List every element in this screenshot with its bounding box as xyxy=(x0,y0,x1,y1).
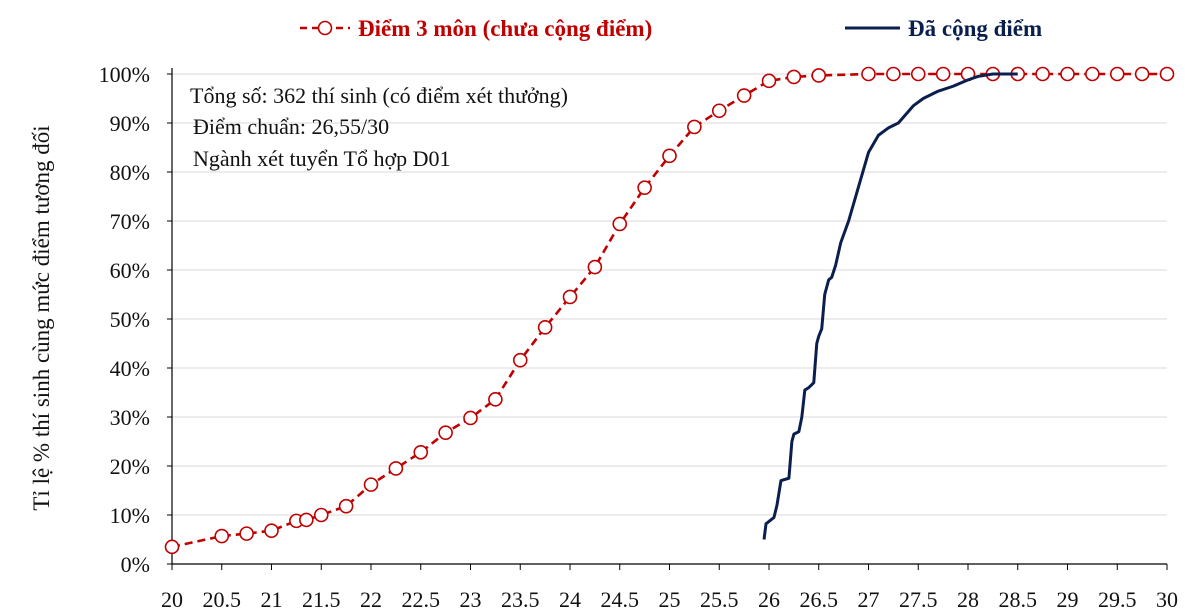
series-1-point-24 xyxy=(761,73,777,89)
annotation-cutoff: Điểm chuẩn: 26,55/30 xyxy=(193,114,389,139)
series-1-point-27 xyxy=(861,66,876,82)
x-tick-label-15: 27.5 xyxy=(899,587,938,612)
x-tick-label-9: 24.5 xyxy=(601,587,640,612)
series-1-point-18 xyxy=(612,216,628,232)
y-tick-label-7: 70% xyxy=(110,209,150,234)
legend-swatch-series-1-marker xyxy=(317,20,333,36)
legend-entry-series-2: Đã cộng điểm xyxy=(845,16,1042,41)
series-1-point-25 xyxy=(786,69,802,85)
series-1-point-14 xyxy=(512,352,528,368)
series-1-point-35 xyxy=(1060,66,1075,82)
legend: Điểm 3 môn (chưa cộng điểm) Đã cộng điểm xyxy=(300,16,1042,41)
legend-label-series-1: Điểm 3 môn (chưa cộng điểm) xyxy=(358,16,652,41)
x-tick-label-0: 20 xyxy=(161,587,183,612)
series-1-point-22 xyxy=(711,103,727,119)
x-tick-label-7: 23.5 xyxy=(501,587,540,612)
y-tick-label-0: 0% xyxy=(121,552,150,577)
legend-entry-series-1: Điểm 3 môn (chưa cộng điểm) xyxy=(300,16,652,41)
series-1-point-23 xyxy=(736,88,752,103)
series-2-line xyxy=(762,72,1018,540)
x-tick-label-13: 26.5 xyxy=(800,587,839,612)
x-tick-label-6: 23 xyxy=(460,587,482,612)
series-1-point-1 xyxy=(214,528,230,544)
grid xyxy=(172,73,1167,516)
x-tick-label-14: 27 xyxy=(858,587,880,612)
x-tick-label-18: 29 xyxy=(1057,587,1079,612)
x-tick-label-16: 28 xyxy=(957,587,979,612)
series-1-point-38 xyxy=(1134,66,1150,82)
series-1-point-37 xyxy=(1109,66,1125,82)
y-tick-label-3: 30% xyxy=(110,405,150,430)
axes xyxy=(167,68,1168,570)
series-1-point-30 xyxy=(935,66,951,82)
x-tick-label-19: 29.5 xyxy=(1098,587,1137,612)
series-1-line xyxy=(171,72,1167,549)
series-1-point-7 xyxy=(338,498,354,514)
series-1-point-39 xyxy=(1159,66,1175,82)
series-1-point-15 xyxy=(537,320,553,335)
series-1-point-13 xyxy=(488,392,503,407)
y-tick-label-2: 20% xyxy=(110,454,150,479)
x-tick-label-3: 21.5 xyxy=(302,587,341,612)
series-1-point-0 xyxy=(164,539,180,555)
series-1-point-19 xyxy=(637,180,652,195)
series-1-point-8 xyxy=(363,477,379,492)
series-1-point-10 xyxy=(413,444,429,460)
series-1-point-16 xyxy=(562,289,578,305)
x-tick-label-20: 30 xyxy=(1156,587,1178,612)
series-layer xyxy=(164,66,1175,555)
x-tick-label-11: 25.5 xyxy=(700,587,739,612)
y-tick-label-8: 80% xyxy=(110,160,150,185)
y-tick-label-5: 50% xyxy=(110,307,150,332)
series-1-point-6 xyxy=(313,507,329,523)
series-1-point-9 xyxy=(388,461,404,476)
x-tick-label-5: 22.5 xyxy=(402,587,441,612)
x-tick-label-2: 21 xyxy=(261,587,283,612)
x-tick-label-12: 26 xyxy=(758,587,780,612)
annotation-total: Tổng số: 362 thí sinh (có điểm xét thưởn… xyxy=(190,83,568,108)
x-tick-labels: 20 20.5 21 21.5 22 22.5 23 23.5 24 24.5 25 25.5 26 26… xyxy=(161,587,1178,612)
annotation-box: Tổng số: 362 thí sinh (có điểm xét thưởn… xyxy=(190,83,568,171)
series-1-point-28 xyxy=(886,66,901,82)
series-1-point-21 xyxy=(687,119,702,135)
series-1-point-2 xyxy=(239,526,254,541)
y-tick-label-6: 60% xyxy=(110,258,150,283)
series-1-point-11 xyxy=(438,425,453,440)
series-1-point-36 xyxy=(1085,66,1100,82)
y-tick-label-9: 90% xyxy=(110,111,150,136)
y-tick-label-1: 10% xyxy=(110,503,150,528)
series-1-point-26 xyxy=(811,68,827,83)
y-tick-label-4: 40% xyxy=(110,356,150,381)
x-tick-label-17: 28.5 xyxy=(999,587,1038,612)
series-1-point-5 xyxy=(299,512,314,528)
series-1-point-3 xyxy=(264,523,279,538)
x-tick-label-8: 24 xyxy=(559,587,581,612)
series-1-point-29 xyxy=(910,66,926,82)
y-axis-title: Tỉ lệ % thí sinh cùng mức điểm tương đối xyxy=(29,125,54,510)
y-tick-label-10: 100% xyxy=(99,62,150,87)
x-tick-label-10: 25 xyxy=(659,587,681,612)
x-tick-label-4: 22 xyxy=(360,587,382,612)
series-1-point-17 xyxy=(587,259,603,275)
series-1-point-20 xyxy=(662,148,677,164)
series-1-point-34 xyxy=(1035,66,1050,82)
y-tick-labels: 0% 10% 20% 30% 40% 50% 60% 70% 80% 90% 100% xyxy=(99,62,150,577)
legend-label-series-2: Đã cộng điểm xyxy=(908,16,1042,41)
x-tick-label-1: 20.5 xyxy=(203,587,242,612)
series-1-point-12 xyxy=(463,410,478,426)
annotation-major: Ngành xét tuyển Tổ hợp D01 xyxy=(193,146,450,171)
